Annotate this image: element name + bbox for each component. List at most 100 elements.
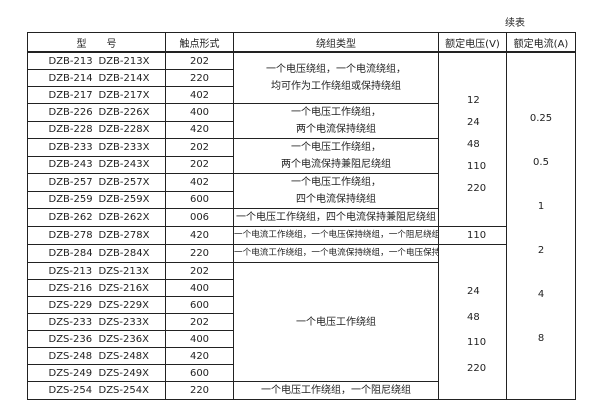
model-number-x: DZS-248X [98, 350, 149, 362]
model-number-x: DZS-249X [98, 367, 149, 379]
model-cell: DZB-262 DZB-262X [27, 208, 166, 227]
model-cell: DZB-278 DZB-278X [27, 226, 166, 245]
header-row: 型 号 触点形式 绕组类型 额定电压(V) 额定电流(A) [27, 32, 576, 53]
winding-text: 四个电流保持绕组 [296, 194, 376, 205]
model-cell: DZB-284 DZB-284X [27, 244, 166, 263]
model-number: DZB-262 [48, 212, 93, 223]
winding-text: 一个电流工作绕组，一个电流保持绕组，一个电压保持绕组 [234, 248, 439, 258]
header-winding: 绕组类型 [233, 32, 439, 53]
winding-cell: 一个电压工作绕组 [233, 262, 439, 382]
contact-cell: 402 [165, 173, 234, 192]
model-cell: DZS-229 DZS-229X [27, 296, 166, 314]
continued-label: 续表 [505, 18, 525, 29]
winding-text: 一个电压工作绕组， [291, 177, 381, 188]
model-number-x: DZB-217X [98, 89, 150, 101]
current-value: 2 [537, 245, 545, 256]
model-number: DZS-249 [48, 367, 93, 379]
winding-text: 两个电流保持绕组 [296, 124, 376, 135]
model-number: DZS-236 [48, 333, 93, 345]
table-row: DZS-213 DZS-213X 202 一个电压工作绕组 [27, 262, 576, 382]
header-current: 额定电流(A) [506, 32, 576, 53]
model-number: DZB-243 [48, 159, 93, 171]
table-row: DZS-254 DZS-254X 220 一个电压工作绕组，一个阻尼绕组 [27, 381, 576, 400]
voltage-value: 220 [467, 183, 487, 194]
model-number-x: DZS-233X [98, 316, 149, 328]
model-number: DZB-284 [48, 248, 93, 259]
winding-text: 一个电流工作绕组，一个电压保持绕组，一个阻尼绕组 [234, 230, 439, 240]
model-number: DZB-257 [48, 176, 93, 188]
model-number-x: DZB-257X [98, 176, 150, 188]
winding-cell: 一个电压工作绕组，一个阻尼绕组 [233, 381, 439, 400]
winding-cell: 一个电压工作绕组， 两个电流保持绕组 [233, 103, 439, 139]
header-model: 型 号 [27, 32, 166, 53]
model-number-x: DZS-213X [98, 265, 149, 277]
table-row: DZB-213 DZB-213X 202 一个电压绕组，一个电流绕组， 均可作为工作绕组… [27, 51, 576, 400]
table-row: DZS-248 DZS-248X 420 [27, 347, 576, 365]
model-number-x: DZS-216X [98, 282, 149, 294]
voltage-value: 48 [467, 311, 480, 323]
contact-cell: 202 [165, 155, 234, 174]
model-number: DZB-214 [48, 72, 93, 84]
winding-cell: 一个电压绕组，一个电流绕组， 均可作为工作绕组或保持绕组 [233, 51, 439, 104]
model-number-x: DZB-243X [98, 159, 150, 171]
model-number-x: DZS-254X [98, 385, 149, 396]
winding-cell: 一个电压工作绕组， 四个电流保持绕组 [233, 173, 439, 209]
contact-cell: 202 [165, 313, 234, 331]
model-number: DZS-213 [48, 265, 93, 277]
model-number-x: DZB-213X [98, 55, 150, 67]
winding-text: 一个电压工作绕组，四个电流保持兼阻尼绕组 [236, 212, 436, 223]
winding-text: 一个电压工作绕组，一个阻尼绕组 [261, 385, 411, 396]
contact-cell: 006 [165, 208, 234, 227]
voltage-value: 24 [467, 286, 480, 297]
table-row: DZB-257 DZB-257X 402 一个电压工作绕组， 四个电流保持绕组 [27, 173, 576, 209]
model-cell: DZS-248 DZS-248X [27, 347, 166, 365]
model-number: DZB-278 [48, 230, 93, 241]
voltage-value: 220 [467, 362, 487, 374]
voltage-value: 24 [467, 117, 480, 128]
model-number: DZS-254 [48, 385, 93, 396]
model-cell: DZB-257 DZB-257X [27, 173, 166, 192]
model-number: DZB-259 [48, 194, 93, 206]
model-number-x: DZS-229X [98, 299, 149, 311]
current-value: 1 [537, 201, 545, 212]
winding-cell: 一个电压工作绕组，四个电流保持兼阻尼绕组 [233, 208, 439, 227]
winding-text: 两个电流保持兼阻尼绕组 [281, 159, 391, 170]
model-cell: DZB-233 DZB-233X [27, 138, 166, 157]
model-number-x: DZB-214X [98, 72, 150, 84]
contact-cell: 220 [165, 244, 234, 263]
model-cell: DZB-228 DZB-228X [27, 120, 166, 139]
contact-cell: 220 [165, 69, 234, 87]
contact-cell: 420 [165, 120, 234, 139]
contact-cell: 202 [165, 51, 234, 70]
model-number: DZS-216 [48, 282, 93, 294]
contact-cell: 600 [165, 364, 234, 382]
voltage-value: 110 [467, 337, 487, 348]
contact-cell: 420 [165, 226, 234, 245]
winding-cell: 一个电流工作绕组，一个电流保持绕组，一个电压保持绕组 [233, 244, 439, 263]
model-number: DZB-228 [48, 124, 93, 136]
current-cell: 0.25 0.5 1 2 4 8 [506, 51, 576, 400]
model-number: DZB-233 [48, 141, 93, 153]
contact-cell: 600 [165, 190, 234, 209]
model-number-x: DZB-228X [98, 124, 150, 136]
model-number: DZS-233 [48, 316, 93, 328]
voltage-cell: 24 48 110 220 [438, 244, 507, 400]
model-cell: DZB-213 DZB-213X [27, 51, 166, 70]
contact-cell: 420 [165, 347, 234, 365]
table-row: DZB-214 DZB-214X 220 [27, 69, 576, 87]
model-number-x: DZB-278X [98, 230, 150, 241]
contact-cell: 400 [165, 103, 234, 122]
contact-cell: 600 [165, 296, 234, 314]
voltage-cell: 12 24 48 110 220 [438, 51, 507, 227]
table-row: DZS-236 DZS-236X 400 [27, 330, 576, 348]
voltage-cell: 110 [438, 226, 507, 245]
winding-text: 一个电压绕组，一个电流绕组， [266, 64, 406, 75]
model-number: DZS-248 [48, 350, 93, 362]
voltage-value: 110 [467, 229, 487, 241]
current-value: 0.25 [529, 113, 553, 124]
spec-table: 型 号 触点形式 绕组类型 额定电压(V) 额定电流(A) DZB-213 DZB… [27, 32, 576, 400]
model-number-x: DZB-226X [98, 106, 150, 118]
contact-cell: 400 [165, 279, 234, 297]
model-number-x: DZS-236X [98, 333, 149, 345]
model-cell: DZB-226 DZB-226X [27, 103, 166, 122]
